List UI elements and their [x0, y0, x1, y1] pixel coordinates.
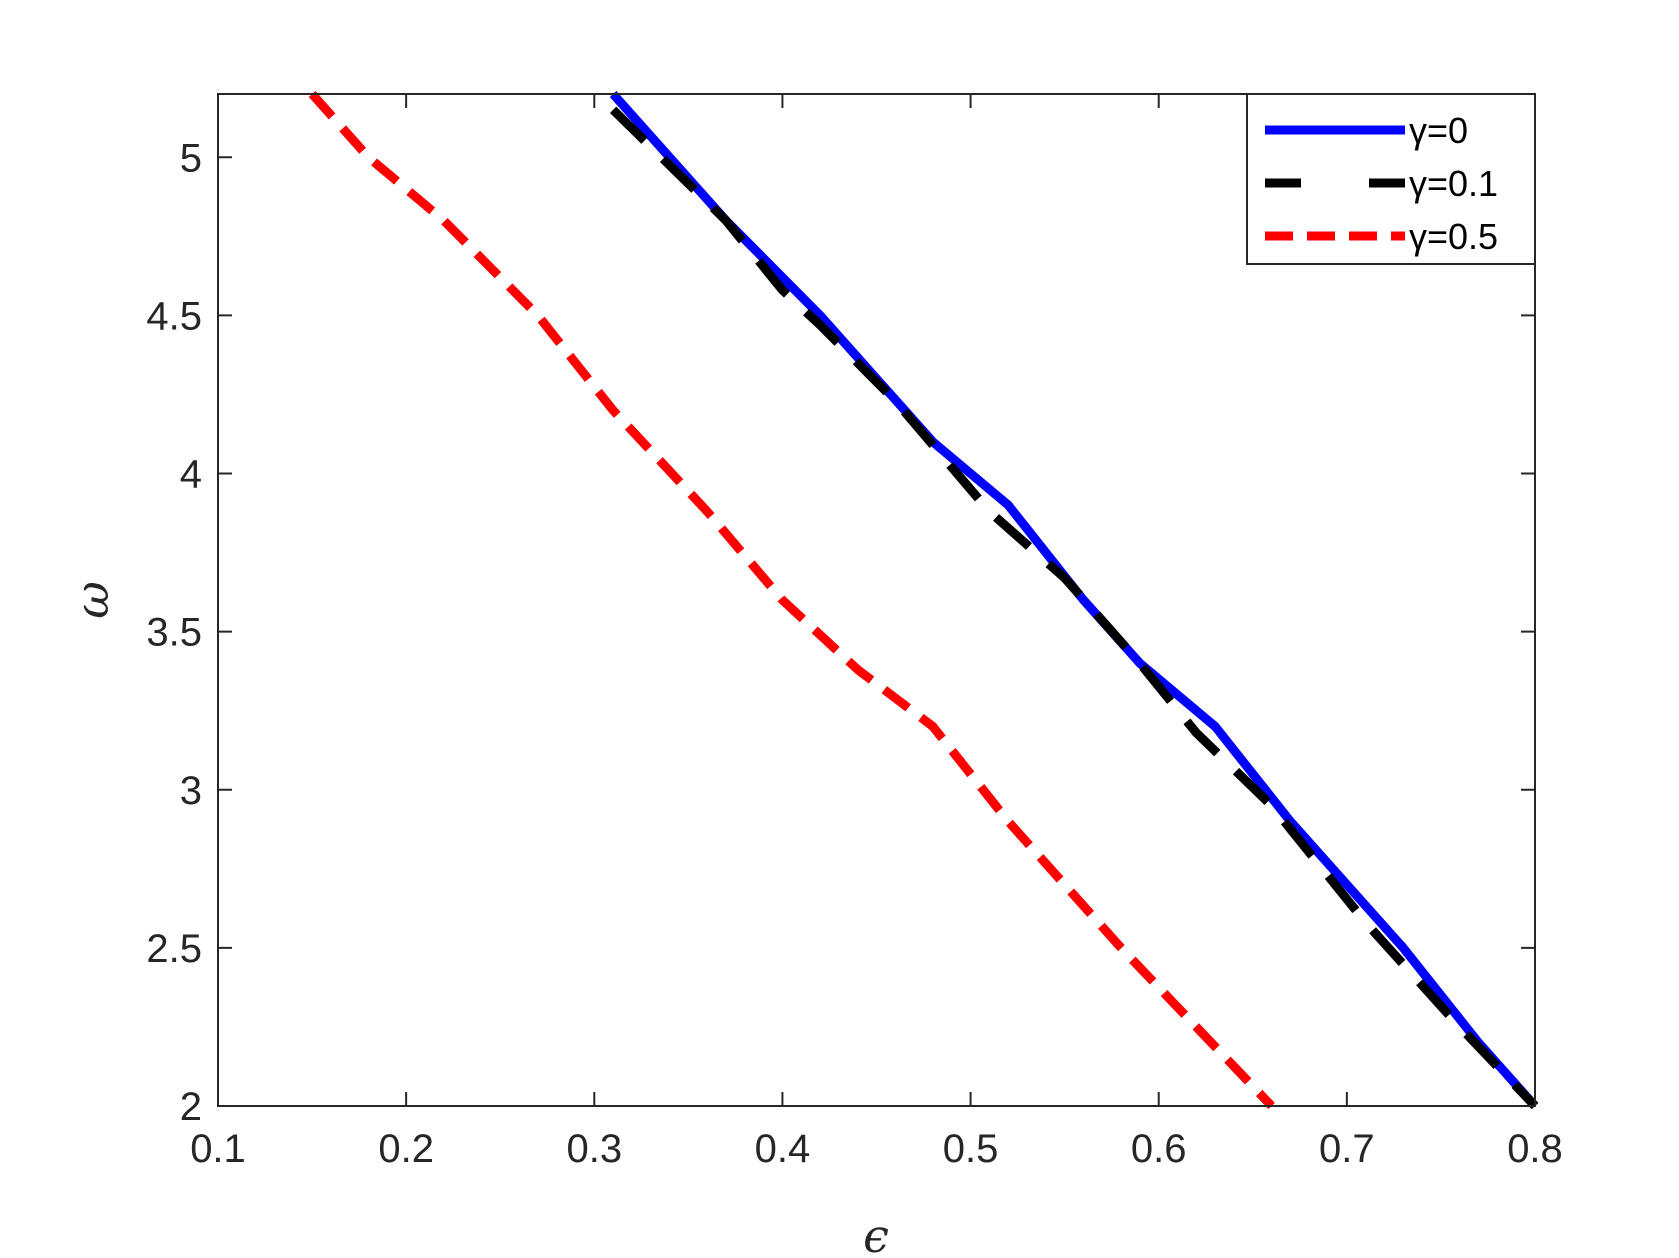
- series-line-2: [308, 91, 1275, 1110]
- x-tick-label: 0.4: [755, 1127, 811, 1171]
- legend-label-2: γ=0.5: [1409, 216, 1498, 257]
- x-tick-label: 0.1: [190, 1127, 246, 1171]
- y-tick-label: 2.5: [146, 927, 202, 971]
- axes: 0.1 0.2 0.3 0.4 0.5 0.6 0.7 0.8 2 2.5 3 3.5 4 4.5 5: [146, 94, 1563, 1171]
- y-tick-label: 4.5: [146, 294, 202, 338]
- y-tick-label: 2: [180, 1085, 202, 1129]
- x-tick-label: 0.3: [566, 1127, 622, 1171]
- y-tick-label: 3: [180, 769, 202, 813]
- y-tick-label: 5: [180, 136, 202, 180]
- y-tick-label: 4: [180, 453, 202, 497]
- x-tick-label: 0.8: [1507, 1127, 1563, 1171]
- legend-label-0: γ=0: [1409, 110, 1468, 151]
- x-tick-label: 0.7: [1319, 1127, 1375, 1171]
- series-line-1: [609, 106, 1539, 1110]
- x-tick-label: 0.5: [943, 1127, 999, 1171]
- legend-label-1: γ=0.1: [1409, 163, 1498, 204]
- plot-box: [217, 93, 1536, 1107]
- legend: γ=0 γ=0.1 γ=0.5: [1246, 93, 1536, 265]
- y-tick-label: 3.5: [146, 611, 202, 655]
- series-layer: [308, 91, 1539, 1110]
- x-axis-label: ϵ: [863, 1209, 889, 1258]
- y-axis-label: ω: [65, 581, 119, 619]
- x-tick-label: 0.6: [1131, 1127, 1187, 1171]
- x-tick-label: 0.2: [378, 1127, 434, 1171]
